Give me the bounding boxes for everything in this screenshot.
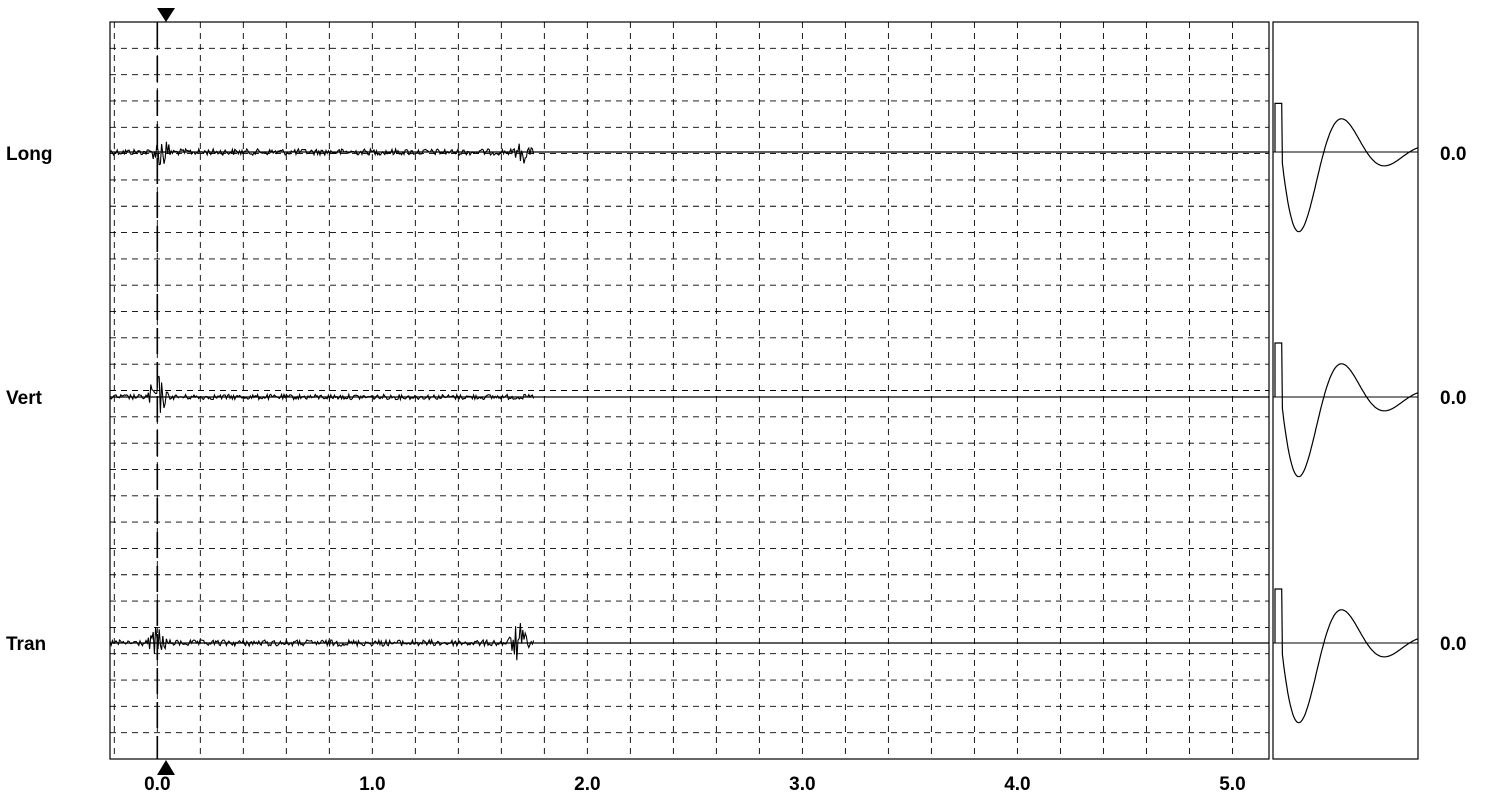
channel-label-tran: Tran: [6, 634, 46, 655]
trace-layer: [109, 141, 1269, 661]
cursor-top-marker-icon[interactable]: [157, 8, 175, 22]
signal-trace-vert: [109, 375, 535, 413]
signal-trace-long: [109, 141, 535, 166]
grid-layer: [110, 22, 1269, 759]
x-tick-label: 5.0: [1219, 774, 1245, 795]
x-tick-label: 0.0: [144, 774, 170, 795]
channel-label-long: Long: [6, 144, 52, 165]
x-tick-label: 4.0: [1004, 774, 1030, 795]
signal-trace-tran: [109, 623, 535, 661]
baseline-value-long: 0.0: [1440, 144, 1466, 165]
response-layer: [1273, 102, 1419, 724]
response-curve-tran: [1274, 588, 1419, 724]
x-tick-label: 1.0: [359, 774, 385, 795]
x-tick-label: 2.0: [574, 774, 600, 795]
response-curve-long: [1274, 102, 1419, 233]
x-tick-label: 3.0: [789, 774, 815, 795]
response-curve-vert: [1274, 342, 1419, 478]
baseline-value-tran: 0.0: [1440, 634, 1466, 655]
response-plot-frame: [1272, 21, 1419, 760]
channel-label-vert: Vert: [6, 388, 43, 409]
baseline-value-vert: 0.0: [1440, 388, 1466, 409]
x-axis-ticks: 0.0 1.0 2.0 3.0 4.0 5.0: [144, 774, 1246, 795]
main-plot-frame: [109, 21, 1270, 760]
cursor-bottom-marker-icon[interactable]: [157, 760, 175, 775]
